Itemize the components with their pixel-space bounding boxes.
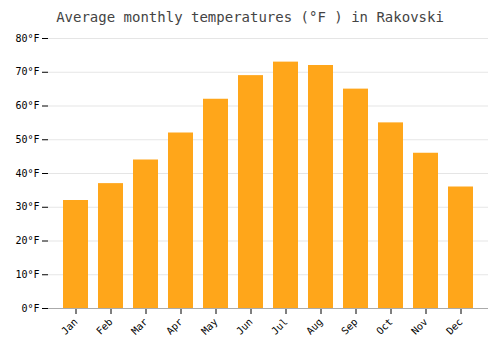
svg-text:May: May — [199, 316, 220, 337]
svg-text:0°F: 0°F — [21, 303, 39, 314]
svg-text:30°F: 30°F — [15, 201, 39, 212]
svg-text:Apr: Apr — [164, 316, 185, 337]
svg-text:Nov: Nov — [409, 316, 430, 337]
svg-text:Jan: Jan — [59, 316, 80, 337]
svg-text:Mar: Mar — [129, 316, 150, 337]
svg-text:20°F: 20°F — [15, 235, 39, 246]
svg-text:50°F: 50°F — [15, 134, 39, 145]
svg-text:80°F: 80°F — [15, 33, 39, 44]
svg-text:Jul: Jul — [269, 316, 290, 337]
svg-text:Feb: Feb — [94, 316, 115, 337]
svg-text:60°F: 60°F — [15, 100, 39, 111]
svg-text:10°F: 10°F — [15, 269, 39, 280]
html-text:Average monthly temperatures (: Average monthly temperatures (°F ) in Ra… — [56, 9, 444, 25]
svg-text:Oct: Oct — [374, 316, 395, 337]
svg-text:Aug: Aug — [304, 316, 325, 337]
svg-text:Jun: Jun — [234, 316, 255, 337]
svg-text:40°F: 40°F — [15, 168, 39, 179]
svg-text:70°F: 70°F — [15, 66, 39, 77]
svg-text:Dec: Dec — [444, 316, 465, 337]
svg-text:Sep: Sep — [339, 316, 360, 337]
